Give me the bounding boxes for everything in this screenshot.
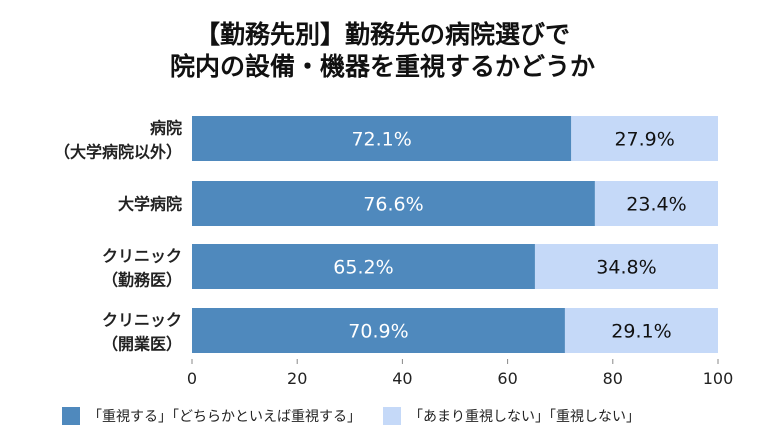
category-label: （開業医） <box>102 335 182 354</box>
data-label: 72.1% <box>351 129 411 151</box>
data-label: 76.6% <box>363 194 423 216</box>
legend-label: 「重視する」「どちらかといえば重視する」 <box>88 409 361 425</box>
bar-segment <box>571 116 718 161</box>
chart-title-line-2: 院内の設備・機器を重視するかどうか <box>169 52 595 81</box>
x-tick-label: 60 <box>497 369 517 388</box>
x-tick-label: 20 <box>287 369 307 388</box>
data-label: 29.1% <box>611 321 671 343</box>
category-label: 大学病院 <box>118 195 182 214</box>
legend-label: 「あまり重視しない」「重視しない」 <box>409 409 640 425</box>
data-label: 23.4% <box>626 194 686 216</box>
x-tick-label: 100 <box>703 369 734 388</box>
category-label: （大学病院以外） <box>54 143 182 162</box>
legend-item-important: 「重視する」「どちらかといえば重視する」 <box>62 406 361 426</box>
legend-swatch <box>62 407 80 425</box>
data-label: 34.8% <box>596 257 656 279</box>
bar-segment <box>192 181 595 226</box>
category-label: クリニック <box>102 311 182 330</box>
bar-segment <box>192 244 535 289</box>
data-label: 65.2% <box>333 257 393 279</box>
legend-swatch <box>383 407 401 425</box>
legend-item-not-important: 「あまり重視しない」「重視しない」 <box>383 406 640 426</box>
bar-segment <box>564 308 718 353</box>
bar-segment <box>192 308 565 353</box>
legend: 「重視する」「どちらかといえば重視する」 「あまり重視しない」「重視しない」 <box>62 406 662 426</box>
category-label: クリニック <box>102 247 182 266</box>
bar-segment <box>594 181 718 226</box>
data-label: 27.9% <box>614 129 674 151</box>
bar-segment <box>192 116 572 161</box>
bar-segment <box>534 244 718 289</box>
data-label: 70.9% <box>348 321 408 343</box>
x-tick-label: 0 <box>187 369 197 388</box>
category-label: （勤務医） <box>102 271 182 290</box>
chart-title-line-1: 【勤務先別】勤務先の病院選びで <box>194 20 570 49</box>
x-tick-label: 40 <box>392 369 412 388</box>
category-label: 病院 <box>150 119 182 138</box>
x-tick-label: 80 <box>603 369 623 388</box>
